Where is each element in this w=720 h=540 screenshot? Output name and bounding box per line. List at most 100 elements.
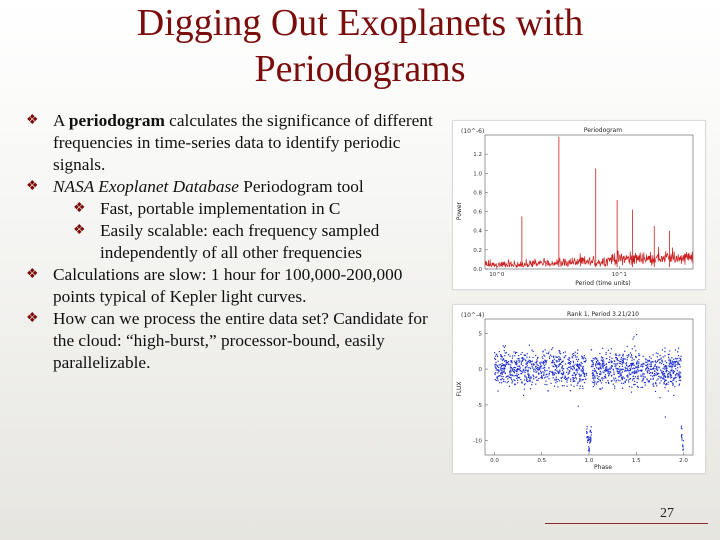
flux-point <box>597 367 599 369</box>
flux-point <box>672 371 674 373</box>
flux-point <box>620 369 622 371</box>
flux-point <box>600 359 602 361</box>
flux-point <box>655 382 657 384</box>
flux-point <box>552 377 554 379</box>
flux-point <box>516 360 518 362</box>
flux-point <box>559 362 561 365</box>
flux-point <box>667 376 669 378</box>
flux-point <box>631 362 633 364</box>
flux-point <box>531 360 533 362</box>
flux-point <box>656 366 658 368</box>
flux-point <box>586 441 589 443</box>
flux-point <box>502 380 505 382</box>
flux-point <box>515 351 517 353</box>
flux-point <box>555 376 557 378</box>
flux-point <box>677 374 680 376</box>
flux-point <box>523 358 525 360</box>
flux-point <box>614 354 617 356</box>
y-tick-label: 1.0 <box>473 171 482 177</box>
flux-point <box>613 363 615 365</box>
flux-point <box>602 371 604 373</box>
flux-point <box>588 442 591 444</box>
flux-point <box>518 373 520 376</box>
flux-point <box>647 360 649 362</box>
flux-point <box>569 366 571 368</box>
flux-point <box>677 375 679 377</box>
flux-point <box>563 373 565 375</box>
flux-point <box>498 370 500 373</box>
flux-point <box>644 384 646 386</box>
flux-point <box>543 372 545 374</box>
flux-point <box>508 376 510 379</box>
flux-point <box>529 377 531 379</box>
flux-point <box>582 378 584 381</box>
flux-point <box>600 373 602 376</box>
flux-point <box>607 349 609 351</box>
bullet-marker-icon: ❖ <box>26 267 39 282</box>
flux-point <box>595 358 597 360</box>
flux-point <box>567 373 569 375</box>
flux-point <box>649 368 651 370</box>
flux-point <box>501 373 503 375</box>
flux-point <box>624 358 626 360</box>
flux-point <box>664 351 666 353</box>
flux-point <box>638 366 640 369</box>
flux-point <box>495 353 497 355</box>
flux-point <box>511 362 513 364</box>
flux-point <box>580 361 582 364</box>
bullet-marker-icon: ❖ <box>73 223 86 238</box>
flux-point <box>550 371 553 373</box>
flux-point <box>581 356 584 358</box>
flux-point <box>495 364 497 366</box>
flux-point <box>566 385 568 387</box>
flux-point <box>559 350 561 352</box>
flux-point <box>567 362 569 365</box>
flux-point <box>584 375 586 377</box>
flux-point <box>659 376 661 378</box>
flux-point <box>558 380 561 382</box>
flux-point <box>587 439 590 442</box>
flux-point <box>610 366 612 368</box>
flux-point <box>599 388 601 390</box>
flux-point <box>566 378 568 380</box>
flux-point <box>501 370 503 372</box>
flux-point <box>546 360 548 362</box>
flux-point <box>516 373 518 375</box>
flux-point <box>644 376 646 378</box>
flux-point <box>545 361 547 363</box>
flux-point <box>612 383 614 385</box>
flux-point <box>634 372 636 374</box>
flux-point <box>613 379 615 381</box>
y-scale-note: (10^-6) <box>461 128 484 135</box>
flux-point <box>582 387 584 390</box>
flux-point <box>568 366 570 368</box>
flux-point <box>634 380 636 383</box>
flux-point <box>604 376 606 378</box>
flux-point <box>613 377 615 379</box>
flux-point <box>575 358 578 360</box>
flux-point <box>504 365 506 367</box>
flux-point <box>602 364 604 366</box>
flux-point <box>654 360 656 362</box>
slide-title: Digging Out Exoplanets with Periodograms <box>136 2 584 90</box>
flux-point <box>604 370 606 372</box>
flux-point <box>498 375 500 377</box>
flux-point <box>508 375 510 377</box>
plot-frame <box>484 318 694 456</box>
flux-point <box>582 371 584 373</box>
flux-point <box>630 363 632 365</box>
flux-point <box>608 382 610 384</box>
flux-point <box>588 446 590 448</box>
flux-point <box>637 376 639 378</box>
flux-point <box>560 372 563 375</box>
flux-point <box>555 369 557 371</box>
flux-point <box>638 353 640 355</box>
flux-point <box>540 361 542 363</box>
flux-point <box>666 369 668 372</box>
flux-point <box>533 368 535 370</box>
flux-point <box>543 364 545 367</box>
flux-point <box>659 362 661 364</box>
flux-point <box>592 364 594 366</box>
flux-point <box>503 364 505 366</box>
flux-point <box>648 368 650 370</box>
